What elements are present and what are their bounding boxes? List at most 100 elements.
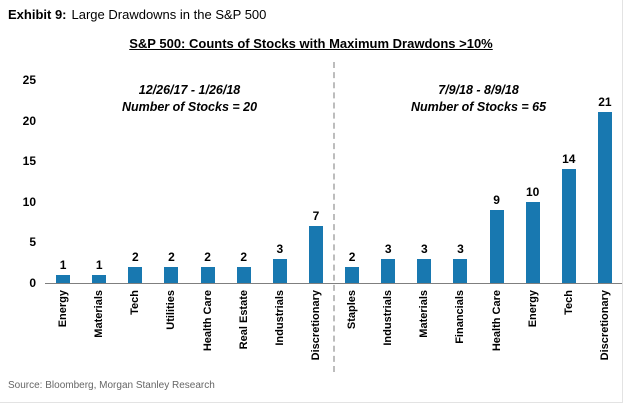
- exhibit-number: Exhibit 9:: [8, 7, 67, 22]
- bar-column: 14: [551, 80, 587, 283]
- bar-value-label: 3: [384, 242, 392, 256]
- x-category-cell: Industrials: [262, 285, 298, 373]
- x-label-group-1: Energy Materials Tech Utilities Health Care R…: [45, 285, 334, 373]
- exhibit-header: Exhibit 9: Large Drawdowns in the S&P 500: [8, 7, 266, 22]
- bar-value-label: 2: [204, 250, 211, 264]
- group-annotation: 12/26/17 - 1/26/18 Number of Stocks = 20: [45, 82, 334, 116]
- x-category-label: Materials: [93, 290, 106, 338]
- exhibit-title: Large Drawdowns in the S&P 500: [71, 7, 267, 22]
- x-category-cell: Materials: [81, 285, 117, 373]
- x-category-label: Financials: [454, 290, 467, 344]
- x-category-cell: Health Care: [190, 285, 226, 373]
- bar: [128, 267, 143, 283]
- bar: [56, 275, 71, 283]
- x-category-label: Tech: [129, 290, 142, 315]
- bar-value-label: 14: [562, 152, 576, 166]
- bar-column: 1: [45, 80, 81, 283]
- y-tick-label: 15: [22, 154, 36, 169]
- x-category-cell: Staples: [334, 285, 370, 373]
- x-category-cell: Materials: [406, 285, 442, 373]
- bar-value-label: 2: [131, 250, 139, 264]
- x-category-label: Industrials: [273, 290, 286, 346]
- source-note: Source: Bloomberg, Morgan Stanley Resear…: [8, 380, 215, 391]
- bar-value-label: 3: [457, 242, 464, 256]
- bar-column: 3: [262, 80, 298, 283]
- bar-column: 3: [406, 80, 442, 283]
- bar: [272, 259, 287, 283]
- bar: [92, 275, 107, 283]
- x-category-label: Health Care: [201, 290, 214, 352]
- y-tick-label: 5: [29, 235, 36, 250]
- y-tick-label: 10: [22, 194, 36, 209]
- bar-value-label: 2: [240, 250, 248, 264]
- bar-column: 10: [515, 80, 551, 283]
- bar-value-label: 1: [59, 258, 67, 272]
- x-category-cell: Real Estate: [226, 285, 262, 373]
- bar-value-label: 21: [598, 95, 612, 109]
- bar: [453, 259, 468, 283]
- x-category-label: Materials: [418, 290, 431, 338]
- x-category-cell: Utilities: [153, 285, 189, 373]
- annotation-stock-count: Number of Stocks = 20: [121, 100, 258, 114]
- x-category-cell: Discretionary: [298, 285, 334, 373]
- x-category-label: Energy: [57, 290, 70, 328]
- y-tick-label: 25: [22, 73, 36, 87]
- y-tick-label: 20: [22, 113, 36, 128]
- bar: [561, 169, 576, 283]
- bar: [417, 259, 432, 283]
- bar: [200, 267, 215, 283]
- bar: [525, 202, 540, 283]
- x-category-label: Tech: [562, 290, 575, 315]
- annotation-period: 12/26/17 - 1/26/18: [138, 83, 241, 97]
- bar-column: 2: [117, 80, 153, 283]
- x-category-cell: Energy: [45, 285, 81, 373]
- x-category-cell: Energy: [515, 285, 551, 373]
- x-category-label: Discretionary: [598, 290, 611, 361]
- bar-value-label: 2: [348, 250, 356, 264]
- bar-column: 21: [587, 80, 622, 283]
- x-category-cell: Health Care: [479, 285, 515, 373]
- bar-group-2: 2 3 3 3 9 10 14 21: [334, 80, 622, 283]
- bar-value-label: 10: [526, 185, 540, 199]
- bar-column: 2: [334, 80, 370, 283]
- bar-value-label: 3: [276, 242, 284, 256]
- x-category-label: Real Estate: [237, 290, 250, 350]
- x-category-label: Utilities: [165, 290, 178, 330]
- x-category-label: Industrials: [382, 290, 395, 346]
- bar-column: 3: [370, 80, 406, 283]
- bar-group-1: 1 1 2 2 2 2 3 7: [45, 80, 334, 283]
- bar: [308, 226, 323, 283]
- bar-value-label: 9: [493, 193, 500, 207]
- bar-value-label: 2: [168, 250, 175, 264]
- period-separator-line: [333, 62, 335, 372]
- annotation-stock-count: Number of Stocks = 65: [410, 100, 547, 114]
- bar: [236, 267, 251, 283]
- annotation-period: 7/9/18 - 8/9/18: [438, 83, 519, 97]
- bar-column: 1: [81, 80, 117, 283]
- bar: [489, 210, 504, 283]
- bar-value-label: 1: [95, 258, 103, 272]
- bar: [164, 267, 179, 283]
- bar-value-label: 7: [312, 209, 320, 223]
- bar-column: 7: [298, 80, 334, 283]
- group-annotation: 7/9/18 - 8/9/18 Number of Stocks = 65: [334, 82, 622, 116]
- bar-value-label: 3: [420, 242, 428, 256]
- x-category-cell: Tech: [117, 285, 153, 373]
- x-category-cell: Tech: [551, 285, 587, 373]
- bar-column: 2: [153, 80, 189, 283]
- x-category-cell: Industrials: [370, 285, 406, 373]
- x-label-group-2: Staples Industrials Materials Financials Hea…: [334, 285, 622, 373]
- x-category-label: Staples: [346, 290, 359, 330]
- bar-column: 9: [479, 80, 515, 283]
- chart-title: S&P 500: Counts of Stocks with Maximum D…: [129, 36, 493, 51]
- bar-column: 2: [190, 80, 226, 283]
- bar-column: 3: [442, 80, 478, 283]
- x-category-label: Energy: [526, 290, 539, 328]
- bar: [597, 112, 612, 283]
- x-category-label: Discretionary: [309, 290, 322, 361]
- x-category-cell: Financials: [442, 285, 478, 373]
- bar: [381, 259, 396, 283]
- bar: [345, 267, 360, 283]
